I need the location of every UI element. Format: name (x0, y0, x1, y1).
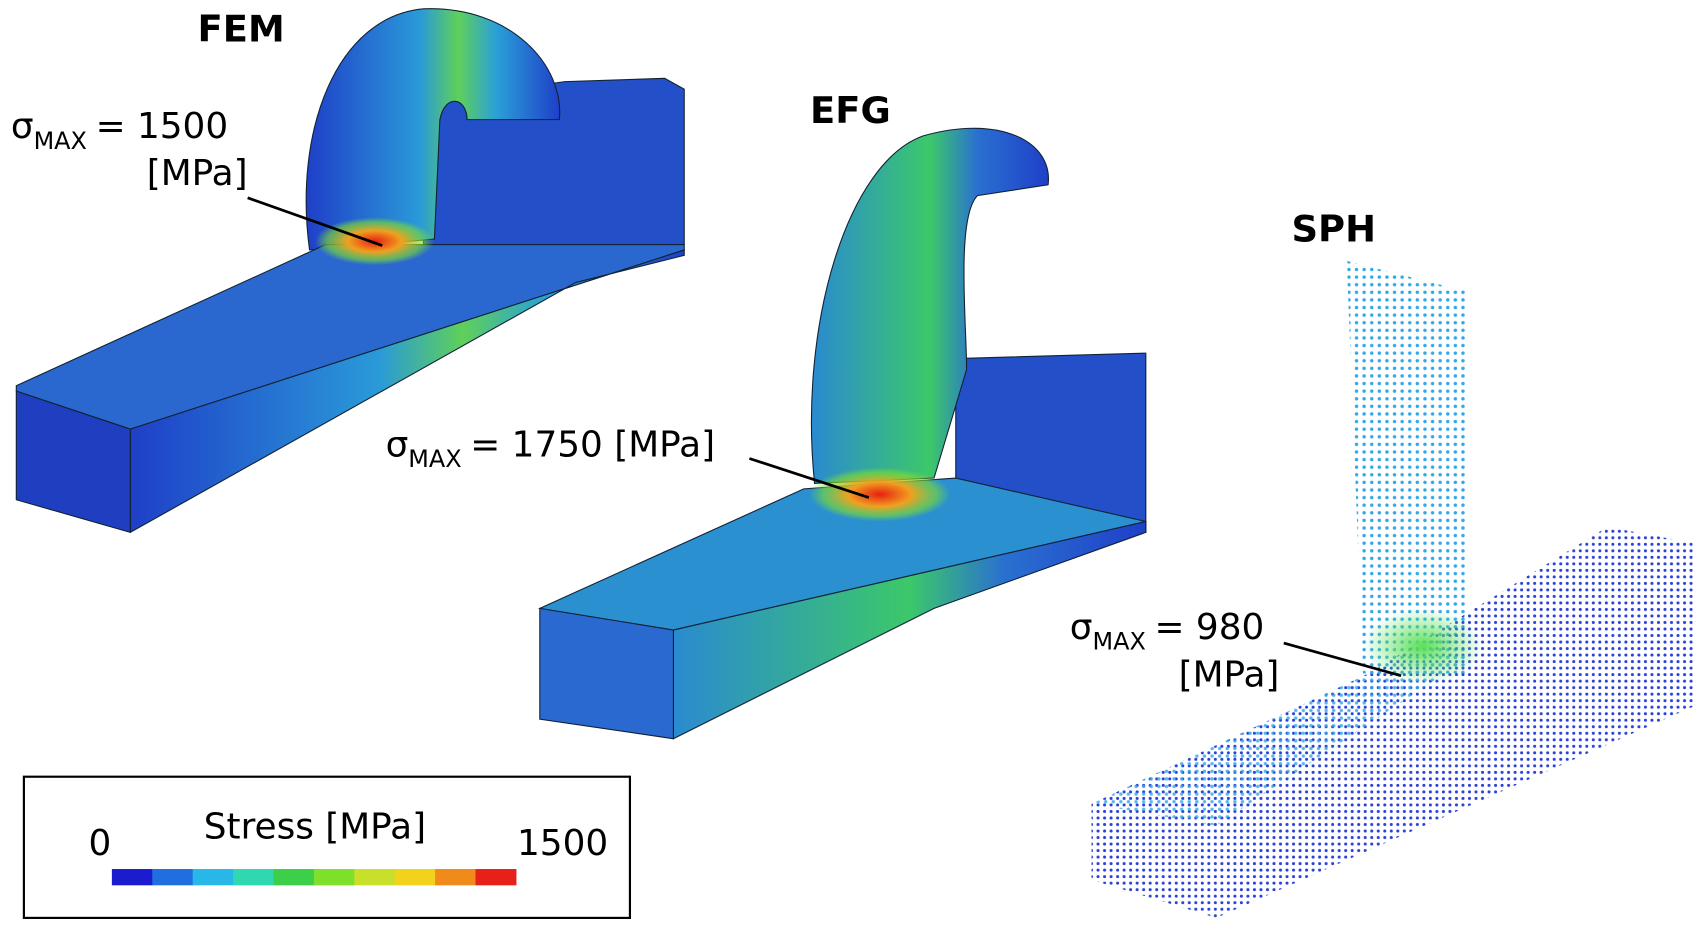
legend-title: Stress [MPa] (204, 807, 426, 848)
legend-min: 0 (89, 823, 112, 864)
colorbar-segment (112, 869, 153, 885)
colorbar-segment (273, 869, 314, 885)
panel-title: SPH (1291, 207, 1376, 250)
subscript: MAX (1093, 628, 1146, 656)
max-stress-label: σMAX = 1500 (11, 106, 228, 155)
figure: FEM EFG SPH σMAX= 1500 [MPa] σMAX= 1750 … (0, 0, 1703, 930)
value-text: = 980 (1155, 607, 1265, 648)
colorbar-segment (475, 869, 516, 885)
page: FEM EFG SPH σMAX= 1500 [MPa] σMAX= 1750 … (0, 0, 1703, 930)
subscript: MAX (408, 445, 461, 473)
sigma: σ (1070, 607, 1093, 648)
legend: Stress [MPa] 0 1500 (24, 777, 630, 918)
unit-label: [MPa] (147, 153, 248, 194)
max-stress-label: σMAX = 1750 [MPa] (386, 424, 716, 473)
subscript: MAX (34, 127, 87, 155)
panel-title: FEM (198, 7, 285, 50)
colorbar-segment (193, 869, 234, 885)
colorbar-segment (152, 869, 193, 885)
colorbar-segment (395, 869, 436, 885)
unit-label: [MPa] (1179, 655, 1280, 696)
legend-max: 1500 (517, 823, 608, 864)
panel-title: EFG (810, 89, 891, 132)
max-stress-label: σMAX = 980 (1070, 607, 1265, 656)
value-text: = 1500 (96, 106, 229, 147)
sigma: σ (11, 106, 34, 147)
sigma: σ (386, 424, 409, 465)
colorbar-segment (435, 869, 476, 885)
colorbar-segment (233, 869, 274, 885)
colorbar-segment (354, 869, 395, 885)
value-text: = 1750 [MPa] (470, 424, 715, 465)
colorbar-segment (314, 869, 355, 885)
sph-model (1092, 261, 1695, 918)
